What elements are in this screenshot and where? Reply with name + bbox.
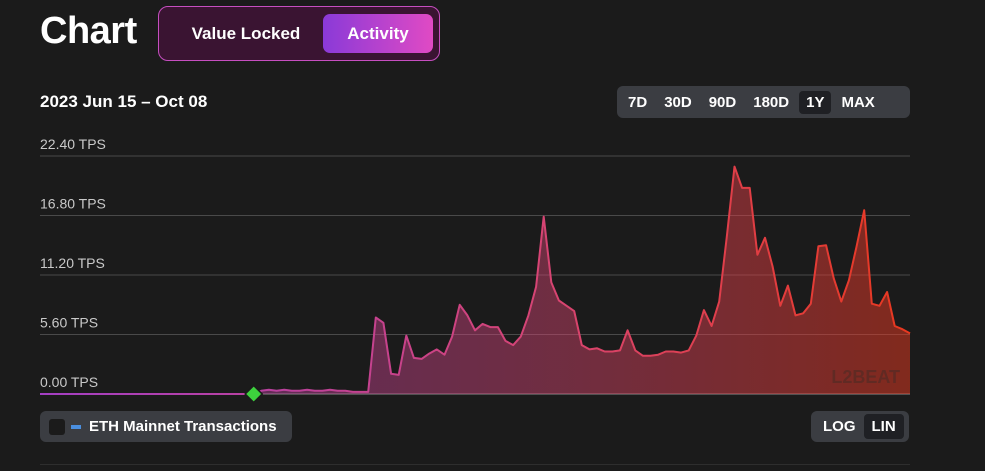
- series-line: [40, 165, 911, 395]
- series-toggle-chip[interactable]: ETH Mainnet Transactions: [40, 411, 292, 442]
- range-7d-button[interactable]: 7D: [628, 93, 648, 111]
- activity-button[interactable]: Activity: [323, 14, 433, 53]
- range-max-button[interactable]: MAX: [841, 93, 875, 111]
- range-1y-button[interactable]: 1Y: [799, 90, 832, 114]
- y-axis-ticks: 22.40 TPS 16.80 TPS 11.20 TPS 5.60 TPS 0.00 …: [40, 136, 106, 390]
- scale-toggle: LOG LIN: [811, 411, 909, 442]
- divider: [40, 464, 910, 465]
- time-range-selector: 7D 30D 90D 180D 1Y MAX: [617, 86, 910, 118]
- y-tick-label: 22.40 TPS: [40, 136, 106, 152]
- lin-scale-button[interactable]: LIN: [863, 414, 904, 439]
- y-tick-label: 5.60 TPS: [40, 315, 98, 331]
- series-checkbox[interactable]: [49, 418, 65, 435]
- page-title: Chart: [40, 10, 137, 52]
- range-90d-button[interactable]: 90D: [708, 93, 737, 111]
- y-tick-label: 16.80 TPS: [40, 196, 106, 212]
- y-tick-label: 11.20 TPS: [40, 255, 105, 271]
- date-range-label: 2023 Jun 15 – Oct 08: [40, 92, 208, 111]
- range-30d-button[interactable]: 30D: [664, 93, 692, 111]
- series-color-swatch: [71, 424, 81, 429]
- range-180d-button[interactable]: 180D: [753, 93, 790, 111]
- y-tick-label: 0.00 TPS: [40, 374, 98, 390]
- series-label: ETH Mainnet Transactions: [89, 418, 277, 435]
- event-marker[interactable]: [244, 384, 264, 404]
- event-marker-diamond[interactable]: [244, 384, 264, 404]
- l2beat-watermark: L2BEAT: [831, 367, 900, 387]
- value-locked-button[interactable]: Value Locked: [191, 23, 301, 43]
- area-fill: [40, 166, 910, 394]
- log-scale-button[interactable]: LOG: [823, 418, 856, 435]
- view-toggle: Value Locked Activity: [158, 6, 440, 61]
